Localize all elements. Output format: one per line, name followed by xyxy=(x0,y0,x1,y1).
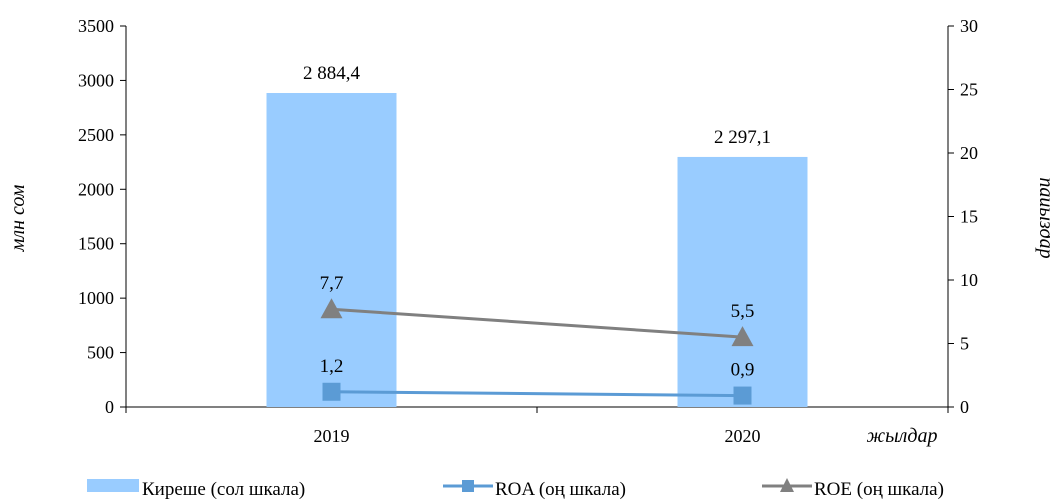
bars xyxy=(266,93,808,408)
axes: 0 500 1000 1500 2000 2500 3000 3500 0 5 10 15 20 25 30… xyxy=(78,16,978,446)
triangle-marker xyxy=(320,298,343,319)
y-right-tick-label: 10 xyxy=(960,270,978,290)
bar xyxy=(677,156,808,407)
point-data-label: 5,5 xyxy=(731,301,755,322)
y-left-tick-label: 1500 xyxy=(78,234,114,254)
y-left-tick-label: 0 xyxy=(105,397,114,417)
y-left-tick-label: 3000 xyxy=(78,70,114,90)
y-left-tick-label: 3500 xyxy=(78,16,114,36)
y-left-axis-title: млн сом xyxy=(7,184,29,252)
legend-label: ROE (оң шкала) xyxy=(814,479,944,500)
y-right-tick-label: 0 xyxy=(960,397,969,417)
y-right-tick-label: 5 xyxy=(960,334,969,354)
y-right-tick-label: 20 xyxy=(960,143,978,163)
square-marker xyxy=(322,382,341,401)
point-data-label: 7,7 xyxy=(320,273,344,294)
y-right-tick-label: 30 xyxy=(960,16,978,36)
x-axis-title: жылдар xyxy=(867,425,938,447)
x-tick-label: 2019 xyxy=(314,426,350,446)
square-marker xyxy=(733,386,752,405)
lines xyxy=(320,298,754,405)
y-right-tick-label: 25 xyxy=(960,80,978,100)
point-data-label: 0,9 xyxy=(731,360,755,381)
legend-marker xyxy=(780,478,794,492)
triangle-marker xyxy=(731,326,754,347)
y-left-tick-label: 1000 xyxy=(78,288,114,308)
x-tick-label: 2020 xyxy=(725,426,761,446)
y-right-axis-title: пайыздар xyxy=(1035,177,1050,258)
legend-label: ROA (оң шкала) xyxy=(495,479,626,500)
series-line xyxy=(331,390,743,398)
series-line xyxy=(331,307,743,339)
bar-data-label: 2 297,1 xyxy=(714,127,771,148)
bar xyxy=(266,93,397,408)
legend: Киреше (сол шкала) ROA (оң шкала) ROE (оң … xyxy=(87,478,944,500)
legend-marker xyxy=(462,480,474,492)
point-data-label: 1,2 xyxy=(320,356,344,377)
y-left-tick-label: 500 xyxy=(87,343,114,363)
legend-label: Киреше (сол шкала) xyxy=(142,479,305,500)
y-left-tick-label: 2000 xyxy=(78,179,114,199)
y-left-tick-label: 2500 xyxy=(78,125,114,145)
bar-data-label: 2 884,4 xyxy=(303,63,361,84)
legend-swatch xyxy=(87,479,139,492)
data-labels: 2 884,4 2 297,1 1,2 0,9 7,7 5,5 xyxy=(303,63,771,381)
y-right-tick-label: 15 xyxy=(960,207,978,227)
